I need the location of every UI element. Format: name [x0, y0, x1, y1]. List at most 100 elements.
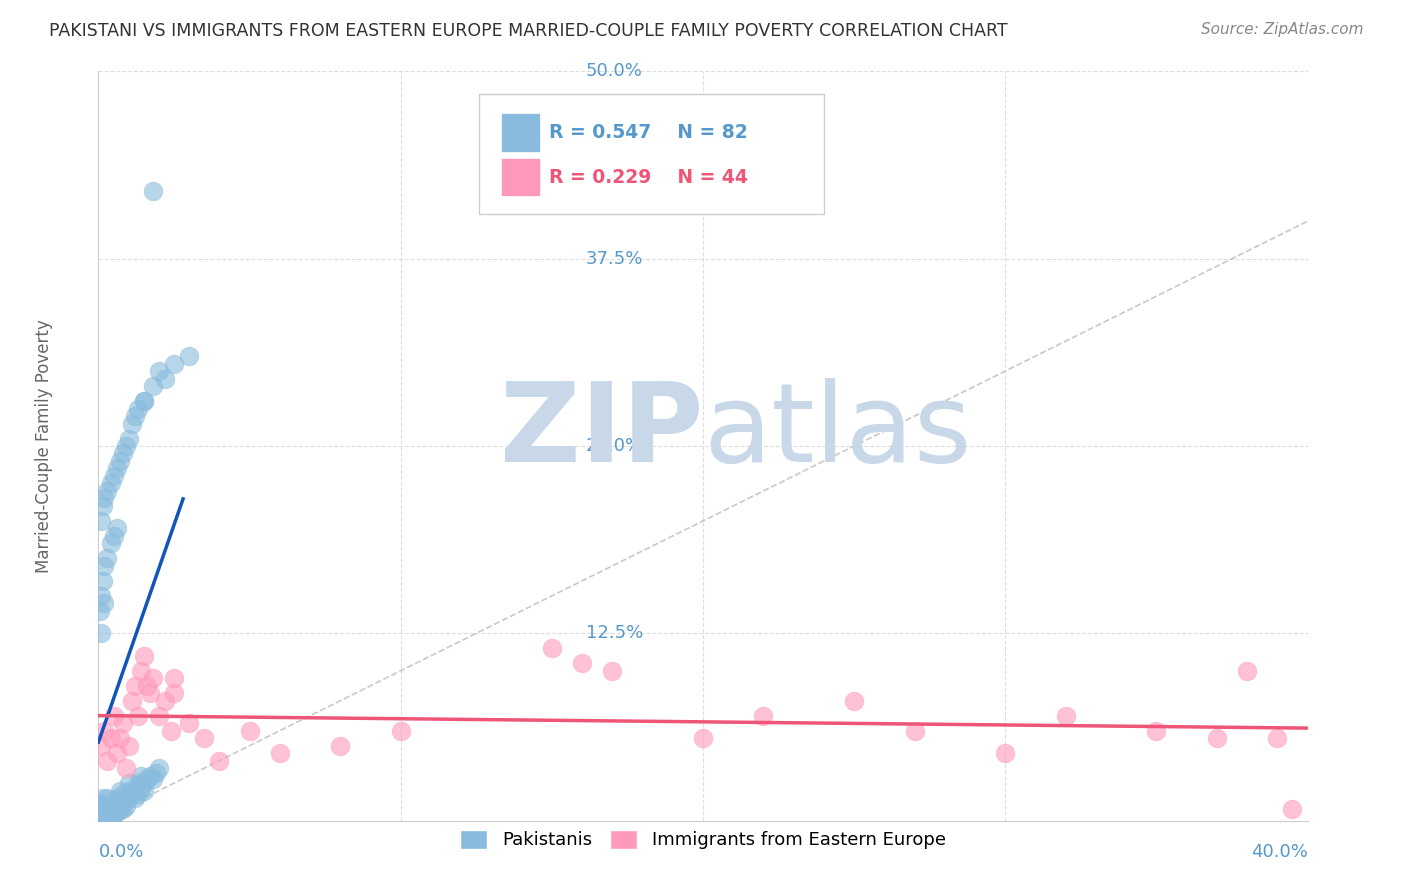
Point [105, 791, 128, 805]
Point [148, 364, 170, 378]
Text: R = 0.547    N = 82: R = 0.547 N = 82 [550, 122, 748, 142]
Point [91, 798, 114, 813]
Point [105, 805, 128, 819]
Point [93, 798, 115, 813]
Point [127, 708, 149, 723]
Point [389, 723, 412, 738]
Point [105, 521, 128, 535]
Point [163, 686, 186, 700]
Point [105, 796, 128, 810]
Point [89, 806, 111, 821]
Point [90, 739, 112, 753]
Point [93, 558, 115, 573]
Point [105, 461, 128, 475]
Point [90, 514, 112, 528]
Point [90, 796, 112, 810]
Point [752, 708, 775, 723]
Point [121, 694, 143, 708]
Text: ZIP: ZIP [499, 377, 703, 484]
Point [127, 776, 149, 790]
Point [103, 803, 125, 817]
Point [329, 739, 352, 753]
Point [127, 401, 149, 416]
Point [111, 716, 134, 731]
Point [96, 551, 118, 566]
Point [111, 787, 134, 801]
Point [114, 761, 136, 775]
Text: PAKISTANI VS IMMIGRANTS FROM EASTERN EUROPE MARRIED-COUPLE FAMILY POVERTY CORREL: PAKISTANI VS IMMIGRANTS FROM EASTERN EUR… [49, 22, 1008, 40]
Point [114, 798, 136, 813]
Point [1206, 731, 1229, 746]
Point [153, 371, 176, 385]
Point [96, 811, 118, 825]
Point [89, 604, 111, 618]
Text: 12.5%: 12.5% [586, 624, 643, 642]
Point [93, 491, 115, 506]
Point [132, 776, 155, 790]
Point [108, 798, 131, 813]
Point [108, 783, 131, 797]
Point [124, 679, 146, 693]
Point [179, 716, 201, 731]
Point [118, 791, 141, 805]
Point [103, 798, 125, 813]
Point [93, 723, 115, 738]
Point [118, 432, 141, 446]
Point [103, 529, 125, 543]
Legend: Pakistanis, Immigrants from Eastern Europe: Pakistanis, Immigrants from Eastern Euro… [453, 822, 953, 856]
Point [103, 807, 125, 822]
Point [118, 739, 141, 753]
Point [121, 417, 143, 431]
FancyBboxPatch shape [501, 112, 540, 152]
Point [904, 723, 927, 738]
Point [127, 787, 149, 801]
Point [100, 536, 122, 550]
Point [96, 754, 118, 768]
Point [111, 446, 134, 460]
Point [269, 746, 291, 760]
Point [132, 783, 155, 797]
Point [91, 499, 114, 513]
Point [100, 798, 122, 813]
FancyBboxPatch shape [479, 94, 824, 214]
Point [103, 469, 125, 483]
Point [93, 806, 115, 821]
Text: 37.5%: 37.5% [586, 250, 643, 268]
Point [139, 769, 162, 783]
Point [96, 483, 118, 498]
Point [160, 723, 183, 738]
Text: 25.0%: 25.0% [586, 437, 643, 455]
Point [139, 686, 162, 700]
Point [93, 809, 115, 823]
Point [103, 708, 125, 723]
Point [108, 731, 131, 746]
Point [100, 731, 122, 746]
Point [111, 796, 134, 810]
Point [1267, 731, 1289, 746]
Point [142, 671, 165, 685]
Point [114, 439, 136, 453]
Point [135, 772, 157, 786]
Point [124, 791, 146, 805]
Point [96, 807, 118, 822]
Point [239, 723, 262, 738]
Point [844, 694, 866, 708]
Text: atlas: atlas [703, 377, 972, 484]
Point [602, 664, 624, 678]
Point [90, 589, 112, 603]
Point [100, 476, 122, 491]
Point [148, 708, 170, 723]
Point [118, 783, 141, 797]
Text: 40.0%: 40.0% [1251, 843, 1308, 861]
Point [163, 357, 186, 371]
Text: 50.0%: 50.0% [586, 62, 643, 80]
Point [98, 805, 121, 819]
Text: Married-Couple Family Poverty: Married-Couple Family Poverty [35, 319, 53, 573]
Text: Source: ZipAtlas.com: Source: ZipAtlas.com [1201, 22, 1364, 37]
Point [100, 806, 122, 821]
Point [135, 679, 157, 693]
Point [91, 574, 114, 588]
Point [1236, 664, 1258, 678]
Point [132, 394, 155, 409]
Point [96, 791, 118, 805]
